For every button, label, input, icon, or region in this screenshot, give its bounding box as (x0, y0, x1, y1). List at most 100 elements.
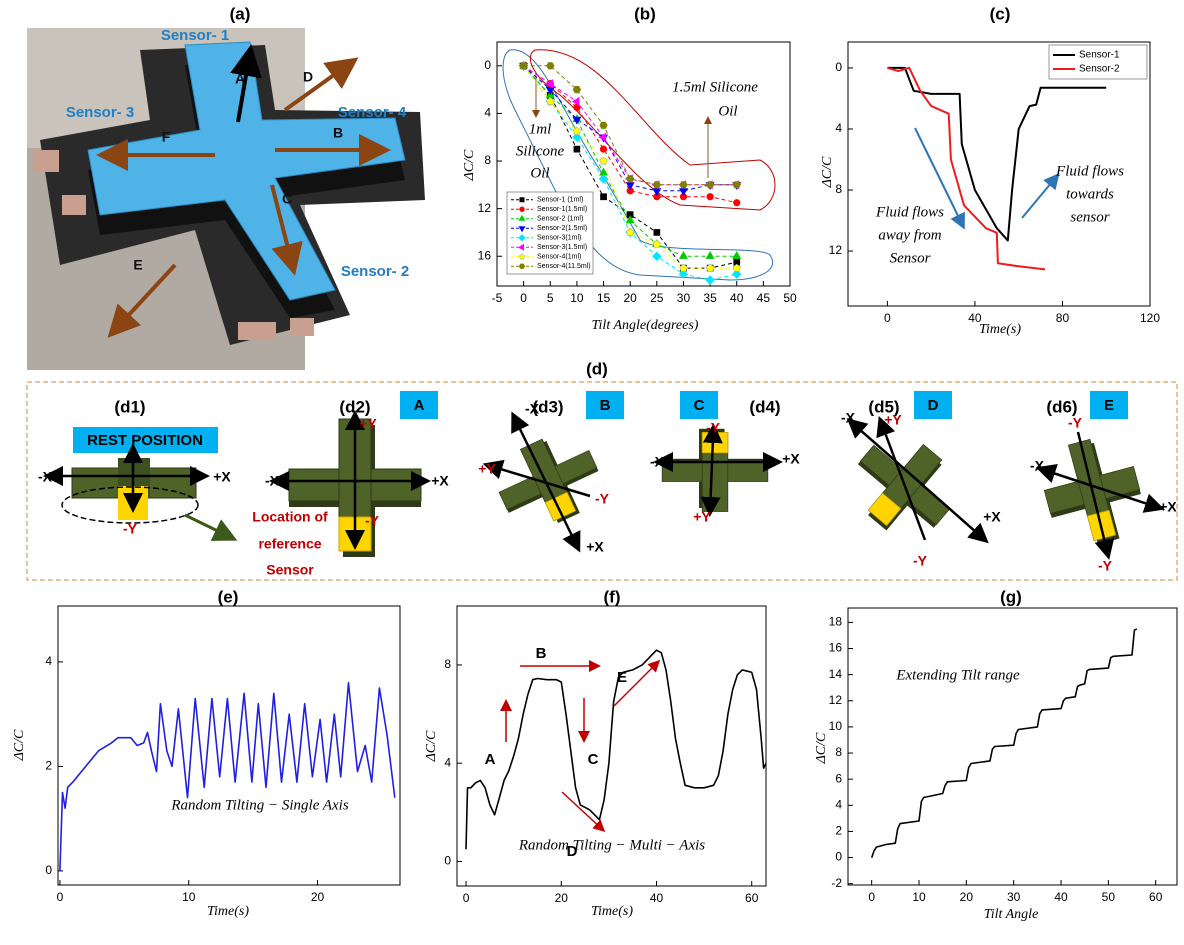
x-axis-label: Time(s) (979, 322, 1021, 337)
x-tick-label: 25 (650, 291, 664, 305)
x-tick-label: 120 (1140, 311, 1160, 325)
axis-label: +X (983, 509, 1001, 525)
x-tick-label: 10 (570, 291, 584, 305)
y-tick-label: 10 (829, 719, 843, 733)
pad (290, 318, 314, 336)
axis-label: +X (213, 469, 231, 485)
x-axis-label: Tilt Angle (984, 907, 1039, 922)
x-tick-label: 0 (520, 291, 527, 305)
x-tick-label: 0 (884, 311, 891, 325)
x-tick-label: 20 (624, 291, 638, 305)
cross (486, 423, 611, 540)
y-tick-label: 8 (835, 182, 842, 196)
legend-label: Sensor-4(11.5ml) (537, 263, 591, 270)
x-axis-label: Time(s) (207, 904, 249, 919)
annotation: Random Tilting − Multi − Axis (518, 837, 705, 853)
legend-label: Sensor-2 (1079, 64, 1120, 75)
y-tick-label: 4 (835, 121, 842, 135)
y-tick-label: 0 (835, 850, 842, 864)
sensor-label: Sensor- 4 (338, 104, 407, 121)
axis-label: -Y (913, 553, 928, 569)
x-axis-label: Time(s) (591, 904, 633, 919)
flow-arrow (1022, 176, 1057, 218)
axis-arrow (858, 428, 985, 540)
axis-label: -Y (1068, 415, 1083, 431)
marker (706, 252, 714, 259)
x-tick-label: 20 (311, 890, 325, 904)
x-tick-label: 0 (868, 890, 875, 904)
x-tick-label: 10 (182, 890, 196, 904)
axis-label: +Y (359, 416, 377, 432)
marker (626, 176, 634, 183)
y-tick-label: 8 (444, 657, 451, 671)
x-tick-label: 40 (1054, 890, 1068, 904)
annotation: Oil (530, 165, 549, 181)
annotation: Random Tilting − Single Axis (170, 797, 349, 813)
note: reference (258, 536, 321, 552)
y-axis-label: ΔC/C (462, 149, 477, 181)
y-tick-label: 12 (829, 243, 843, 257)
x-tick-label: 20 (960, 890, 974, 904)
marker (680, 189, 688, 196)
x-tick-label: 40 (650, 891, 664, 905)
legend-label: Sensor-4(1ml) (537, 254, 581, 261)
y-tick-label: 4 (444, 755, 451, 769)
note: Sensor (266, 562, 314, 578)
annotation: Silicone (516, 143, 565, 159)
axis-label: -X (525, 401, 540, 417)
annotation: sensor (1070, 209, 1109, 225)
annotation: 1.5ml Silicone (672, 79, 758, 95)
annotation: A (485, 751, 496, 768)
marker (573, 86, 581, 93)
annotation: away from (878, 227, 941, 243)
legend-label: Sensor-3(1.5ml) (537, 244, 587, 251)
y-tick-label: 16 (829, 641, 843, 655)
axis-label: +Y (693, 509, 711, 525)
plot-frame (848, 608, 1177, 885)
y-tick-label: 4 (45, 654, 52, 668)
axis-label: +Y (478, 461, 496, 477)
annotation: Oil (718, 103, 737, 119)
legend-label: Sensor-1 (1079, 50, 1120, 61)
x-tick-label: 40 (730, 291, 744, 305)
series-line (60, 683, 395, 871)
figure: (a) Sensor- 1 Sensor- 2 Sensor- 3 Sensor… (0, 0, 1184, 940)
marker (574, 146, 580, 152)
annotation: B (536, 645, 547, 662)
tag: B (600, 397, 611, 414)
annotation: Fluid flows (1055, 163, 1124, 179)
pad (62, 195, 86, 215)
note: Location of (252, 509, 328, 525)
tag: C (694, 397, 705, 414)
photo-panel: (a) Sensor- 1 Sensor- 2 Sensor- 3 Sensor… (27, 4, 425, 370)
diagram-panel: (d) (d1) REST POSITION -X +X -Y Location… (27, 359, 1177, 580)
marker (707, 193, 714, 200)
direction-label: B (333, 125, 343, 141)
direction-label: E (133, 257, 142, 273)
direction-label: C (282, 191, 292, 207)
x-tick-label: 45 (757, 291, 771, 305)
marker (733, 252, 741, 259)
marker (519, 264, 525, 269)
y-tick-label: 14 (829, 667, 843, 681)
x-tick-label: 60 (1149, 890, 1163, 904)
x-axis-label: Tilt Angle(degrees) (592, 318, 699, 333)
cross (662, 429, 768, 512)
sensor-label: Sensor- 1 (161, 27, 229, 44)
marker (653, 189, 661, 196)
sensor-label: Sensor- 3 (66, 104, 134, 121)
y-axis-label: ΔC/C (12, 729, 27, 761)
marker (601, 194, 607, 200)
annotation: Extending Tilt range (895, 667, 1020, 683)
panel-label: (a) (230, 4, 251, 23)
tag: D (928, 397, 939, 414)
marker (626, 229, 634, 236)
panel-title: (g) (1000, 587, 1022, 606)
annotation: towards (1066, 186, 1114, 202)
axis-label: +X (586, 539, 604, 555)
direction-label: F (162, 129, 171, 145)
direction-label: D (303, 69, 313, 85)
panel-title: (c) (990, 4, 1011, 23)
annotation: E (617, 669, 627, 686)
marker (547, 63, 555, 70)
